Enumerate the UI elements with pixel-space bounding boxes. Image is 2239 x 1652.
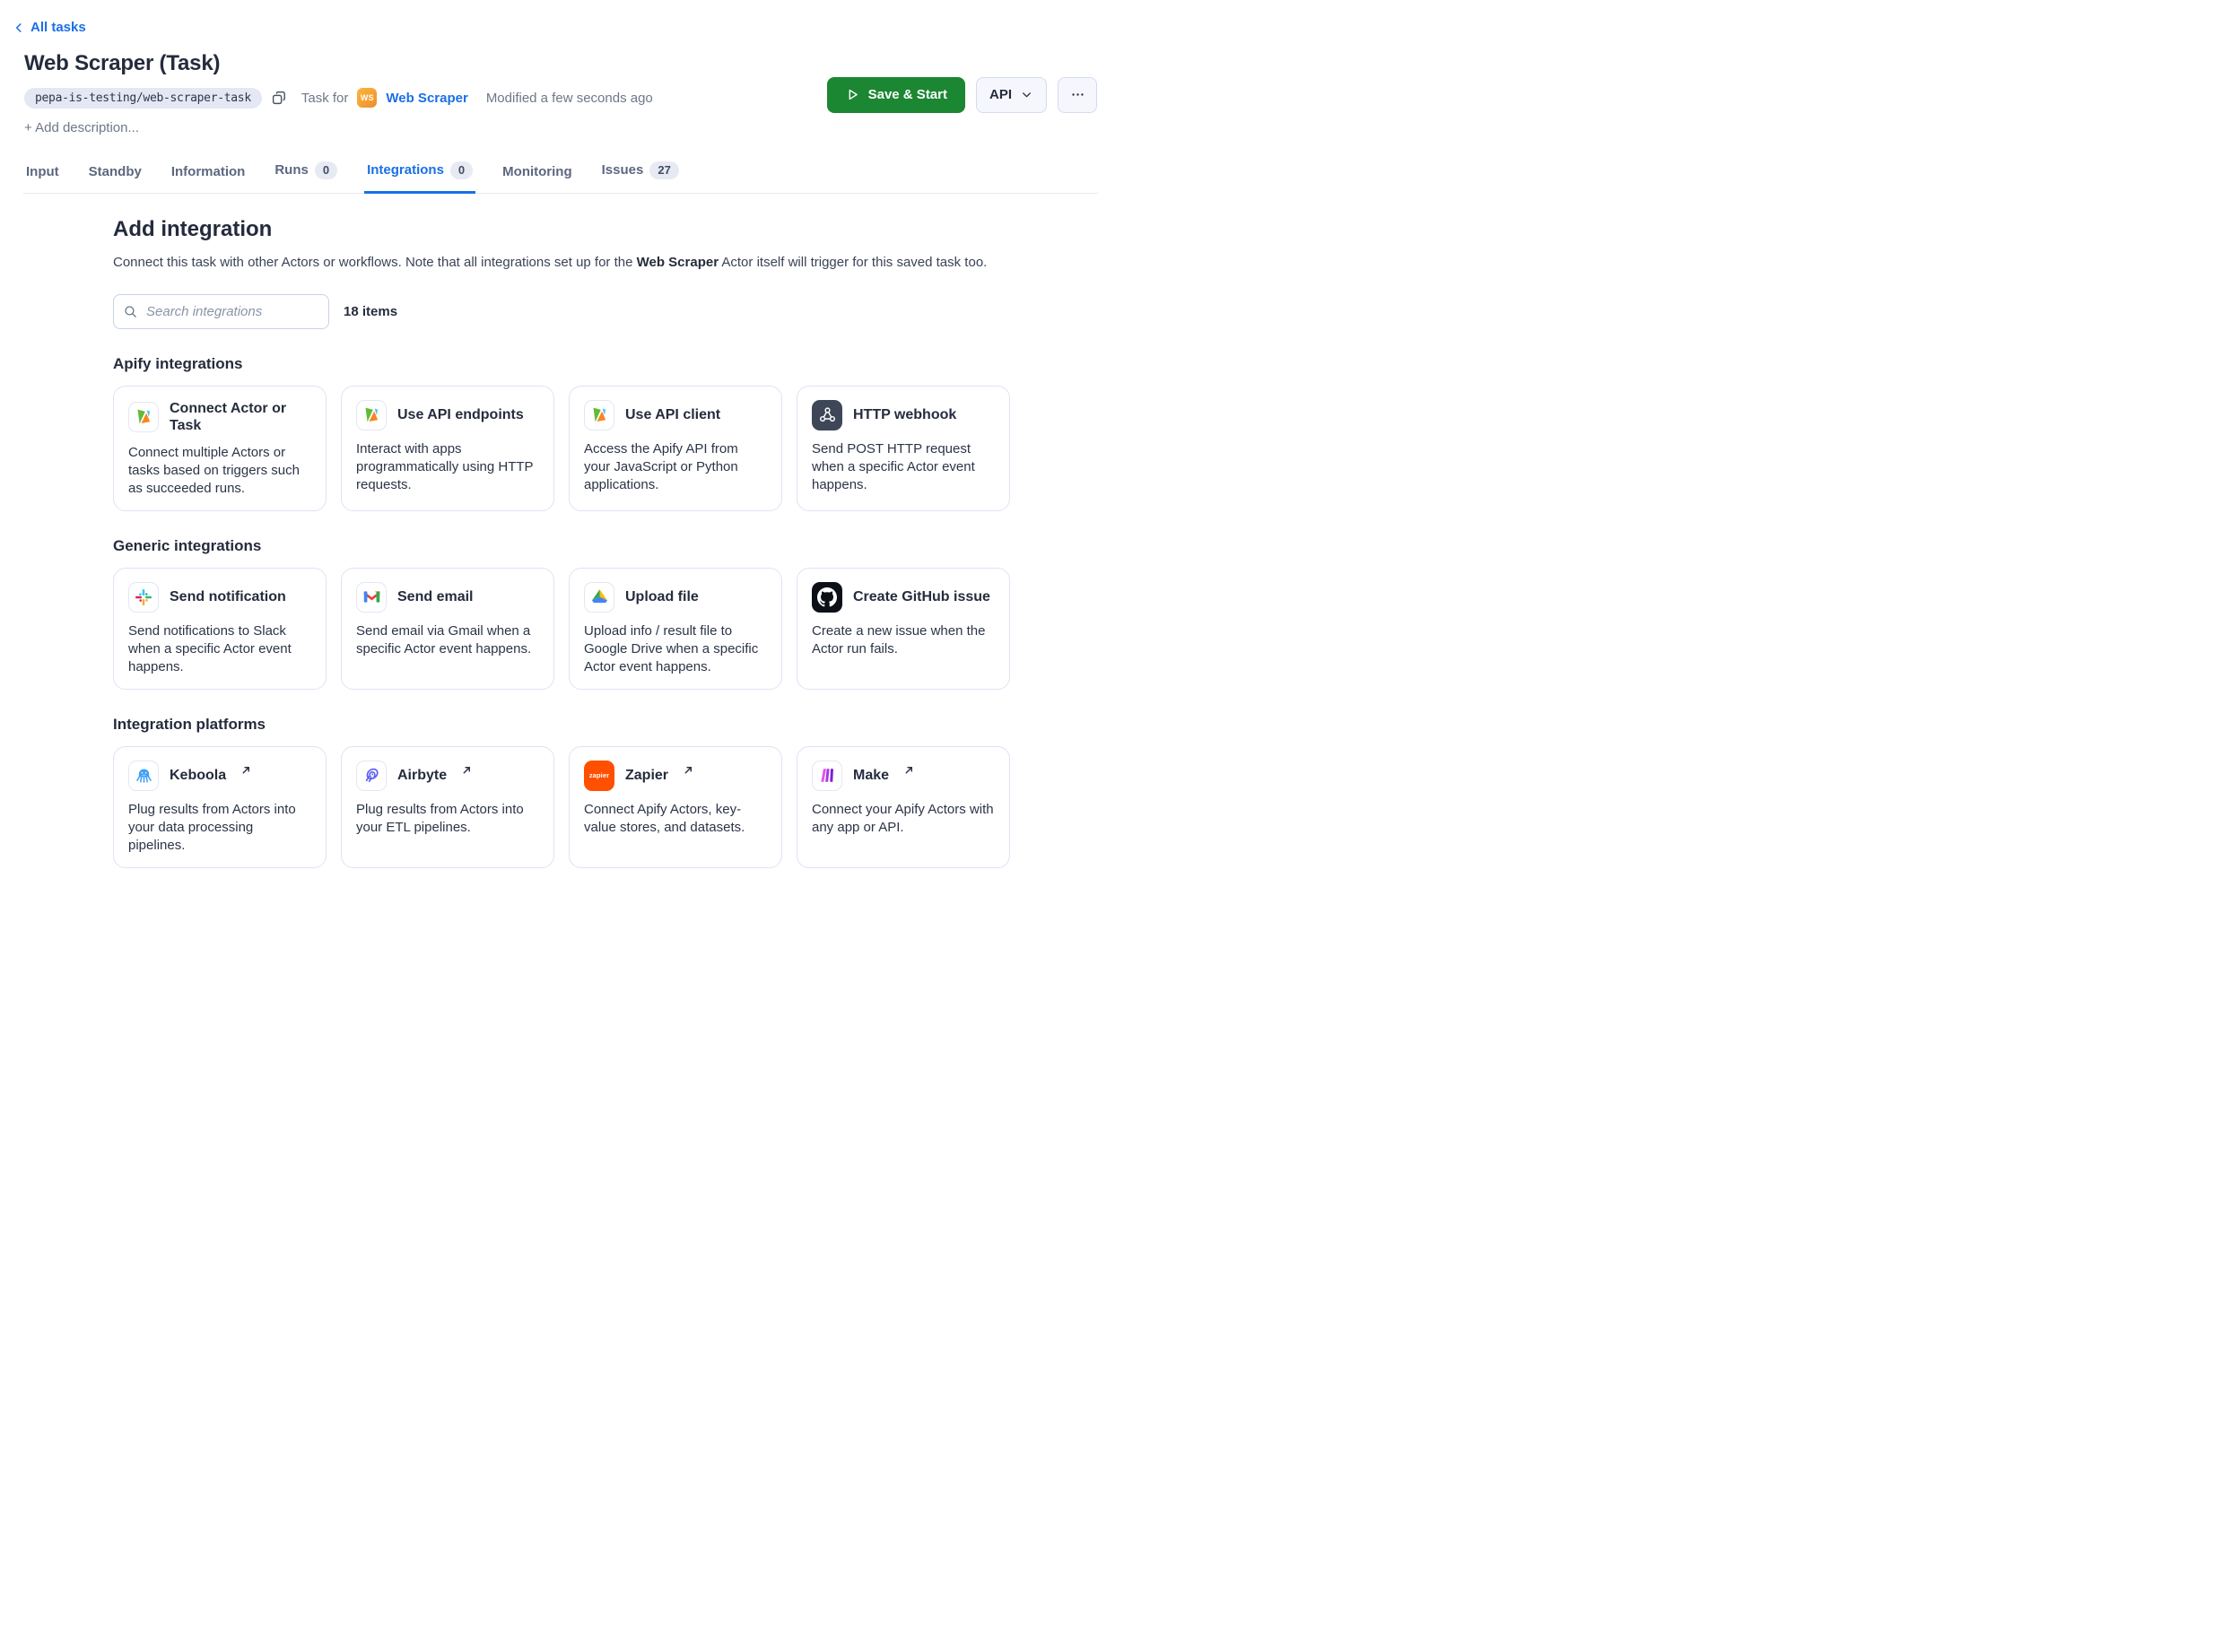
google-drive-icon	[584, 581, 614, 613]
section-title-generic: Generic integrations	[113, 536, 262, 554]
actor-link[interactable]: Web Scraper	[386, 90, 468, 106]
integration-card-keboola[interactable]: Keboola Plug results from Actors into yo…	[113, 745, 327, 868]
task-path-badge: pepa-is-testing/web-scraper-task	[24, 87, 262, 109]
integration-card-http-webhook[interactable]: HTTP webhook Send POST HTTP request when…	[797, 385, 1010, 511]
chevron-down-icon	[1020, 88, 1033, 101]
tab-input[interactable]: Input	[26, 163, 59, 179]
add-description-button[interactable]: + Add description...	[24, 119, 139, 135]
make-icon	[812, 760, 842, 791]
section-title-platforms: Integration platforms	[113, 715, 266, 733]
section-title-apify: Apify integrations	[113, 354, 243, 372]
tab-standby[interactable]: Standby	[88, 163, 142, 179]
more-actions-button[interactable]	[1058, 76, 1097, 113]
play-icon	[845, 87, 860, 102]
integration-card-connect-actor-or-task[interactable]: Connect Actor or Task Connect multiple A…	[113, 385, 327, 511]
apify-logo-icon	[584, 399, 614, 430]
integration-card-upload-file[interactable]: Upload file Upload info / result file to…	[569, 567, 782, 690]
tab-monitoring[interactable]: Monitoring	[502, 163, 572, 179]
tab-issues[interactable]: Issues 27	[599, 154, 682, 194]
copy-icon[interactable]	[271, 90, 287, 106]
zapier-icon: zapier	[584, 760, 614, 791]
modified-label: Modified a few seconds ago	[485, 90, 653, 106]
ellipsis-icon	[1070, 87, 1085, 102]
integrations-count-badge: 0	[449, 161, 474, 179]
integration-card-use-api-endpoints[interactable]: Use API endpoints Interact with apps pro…	[341, 385, 554, 511]
integration-card-make[interactable]: Make Connect your Apify Actors with any …	[797, 745, 1010, 868]
external-link-icon	[462, 763, 472, 779]
external-link-icon	[684, 763, 693, 779]
add-integration-description: Connect this task with other Actors or w…	[113, 254, 988, 270]
integration-card-airbyte[interactable]: Airbyte Plug results from Actors into yo…	[341, 745, 554, 868]
gmail-icon	[356, 581, 387, 613]
tab-integrations[interactable]: Integrations 0	[364, 154, 476, 194]
integration-card-create-github-issue[interactable]: Create GitHub issue Create a new issue w…	[797, 567, 1010, 690]
github-icon	[812, 581, 842, 613]
page-header: Web Scraper (Task) pepa-is-testing/web-s…	[0, 39, 1120, 135]
actor-avatar: WS	[357, 88, 378, 108]
integrations-panel: Add integration Connect this task with o…	[113, 217, 1010, 868]
external-link-icon	[241, 763, 251, 779]
items-count: 18 items	[344, 303, 398, 319]
search-box	[113, 293, 329, 329]
runs-count-badge: 0	[314, 161, 338, 179]
page-title: Web Scraper (Task)	[24, 50, 221, 75]
airbyte-icon	[356, 760, 387, 791]
integration-card-zapier[interactable]: zapier Zapier Connect Apify Actors, key-…	[569, 745, 782, 868]
task-for-label: Task for	[301, 90, 349, 106]
issues-count-badge: 27	[649, 161, 679, 179]
tab-runs[interactable]: Runs 0	[272, 154, 340, 194]
integration-card-send-notification[interactable]: Send notification Send notifications to …	[113, 567, 327, 690]
back-link-label: All tasks	[30, 20, 86, 35]
search-input[interactable]	[113, 293, 329, 329]
save-start-label: Save & Start	[867, 87, 947, 102]
tab-bar: Input Standby Information Runs 0 Integrat…	[23, 154, 1098, 194]
slack-icon	[128, 581, 159, 613]
apify-logo-icon	[128, 401, 159, 432]
save-start-button[interactable]: Save & Start	[826, 76, 965, 113]
chevron-left-icon	[13, 22, 25, 34]
external-link-icon	[904, 763, 914, 779]
apify-logo-icon	[356, 399, 387, 430]
api-label: API	[989, 87, 1012, 102]
integration-card-send-email[interactable]: Send email Send email via Gmail when a s…	[341, 567, 554, 690]
integration-card-use-api-client[interactable]: Use API client Access the Apify API from…	[569, 385, 782, 511]
webhook-icon	[812, 399, 842, 430]
api-dropdown-button[interactable]: API	[975, 76, 1047, 113]
keboola-icon	[128, 760, 159, 791]
tab-information[interactable]: Information	[170, 163, 246, 179]
add-integration-heading: Add integration	[113, 216, 273, 241]
back-link[interactable]: All tasks	[13, 20, 86, 35]
